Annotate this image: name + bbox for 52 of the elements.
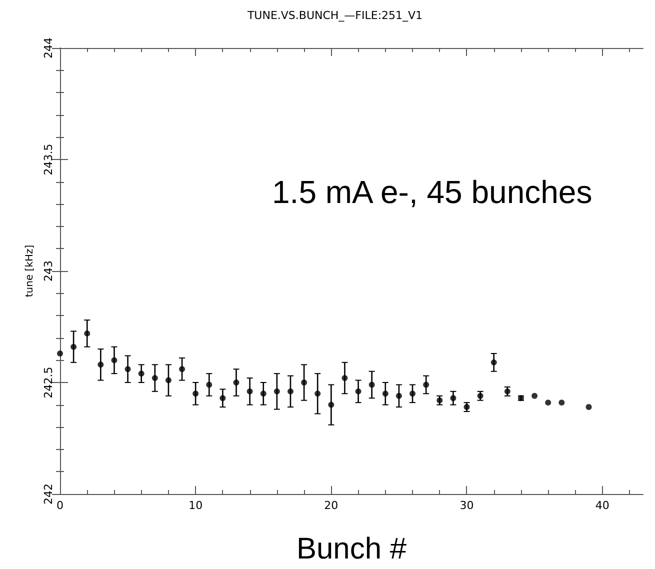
point <box>490 359 497 366</box>
x-tick-label: 10 <box>188 499 203 512</box>
point <box>504 388 510 394</box>
point <box>206 382 212 388</box>
point <box>301 380 308 386</box>
point <box>545 400 552 406</box>
y-axis-title: tune [kHz] <box>24 244 36 298</box>
point <box>84 330 90 336</box>
point <box>423 382 430 388</box>
point <box>314 390 321 397</box>
point <box>152 375 158 382</box>
x-axis-title: Bunch # <box>296 532 407 566</box>
x-tick-label: 40 <box>595 499 610 512</box>
point <box>98 362 104 368</box>
point <box>342 375 348 382</box>
point <box>138 370 144 377</box>
annotation: 1.5 mA e-, 45 bunches <box>272 174 592 210</box>
point <box>477 392 484 399</box>
point <box>328 402 334 408</box>
point <box>179 366 186 372</box>
y-tick-label: 243.5 <box>42 144 55 176</box>
point <box>368 382 375 388</box>
y-tick-label: 243 <box>42 260 55 282</box>
point <box>274 388 280 394</box>
point <box>220 395 226 402</box>
point <box>586 404 592 410</box>
point <box>396 392 402 399</box>
point <box>436 397 443 404</box>
point <box>165 377 172 384</box>
point <box>450 395 456 402</box>
point <box>532 392 538 399</box>
point <box>410 390 416 397</box>
point <box>355 388 362 394</box>
point <box>246 388 253 394</box>
x-tick-label: 20 <box>324 499 338 512</box>
point <box>70 344 77 350</box>
chart-title: TUNE.VS.BUNCH_—FILE:251_V1 <box>246 9 423 22</box>
y-tick-label: 242 <box>42 484 55 504</box>
point <box>192 390 199 397</box>
point <box>233 380 240 386</box>
x-tick-label: 0 <box>56 499 64 512</box>
point <box>287 388 294 394</box>
point <box>124 366 131 372</box>
point <box>57 350 63 357</box>
x-tick-label: 30 <box>460 499 474 512</box>
y-tick-label: 242.5 <box>42 366 55 398</box>
point <box>464 404 470 410</box>
point <box>558 400 565 406</box>
y-tick-label: 244 <box>42 38 55 58</box>
point <box>111 357 118 364</box>
point <box>382 390 388 397</box>
point <box>260 390 266 397</box>
